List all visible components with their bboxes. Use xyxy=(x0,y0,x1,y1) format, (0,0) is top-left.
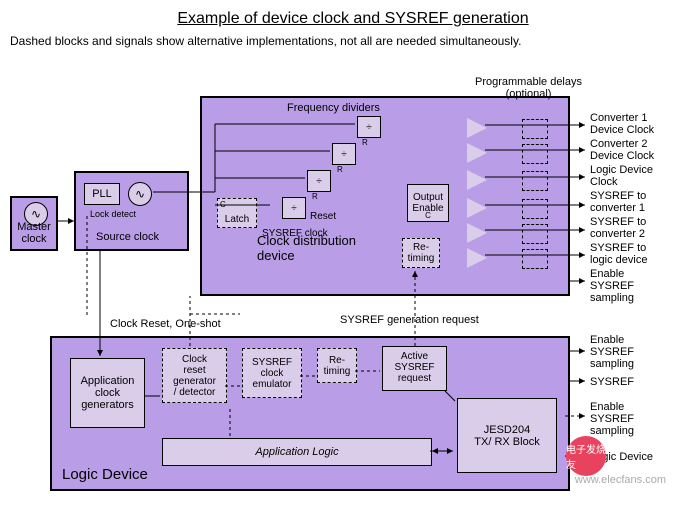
delay-box xyxy=(522,199,548,219)
output-label: Enable SYSREF sampling xyxy=(590,268,634,304)
clock-distribution-block: Clock distribution device Frequency divi… xyxy=(200,96,570,296)
clock-reset-signal-label: Clock Reset, One-shot xyxy=(110,318,221,330)
master-clock-label: Master clock xyxy=(17,221,51,245)
pll-block: PLL xyxy=(84,183,120,205)
divider-box: ÷ xyxy=(282,197,306,219)
divider-box: ÷ xyxy=(332,143,356,165)
page-subtitle: Dashed blocks and signals show alternati… xyxy=(10,34,686,48)
divider-box: ÷ xyxy=(307,170,331,192)
jesd-block: JESD204 TX/ RX Block xyxy=(457,398,557,473)
buffer-icon xyxy=(467,248,487,268)
output-label: SYSREF to converter 2 xyxy=(590,216,646,240)
logic-device-title: Logic Device xyxy=(62,466,148,483)
delay-box xyxy=(522,119,548,139)
delay-box xyxy=(522,144,548,164)
osc-icon: ∿ xyxy=(128,182,152,206)
buffer-icon xyxy=(467,198,487,218)
latch-block: Latch C xyxy=(217,198,257,228)
r-label: R xyxy=(362,138,368,147)
logic-output-label: Enable SYSREF sampling xyxy=(590,334,634,370)
delay-box xyxy=(522,224,548,244)
lock-detect-label: Lock detect xyxy=(90,209,136,219)
source-clock-block: PLL ∿ Lock detect Source clock xyxy=(74,171,189,251)
logic-device-block: Logic Device Application clock generator… xyxy=(50,336,570,491)
delay-box xyxy=(522,249,548,269)
app-logic-block: Application Logic xyxy=(162,438,432,466)
retiming-block: Re- timing xyxy=(402,238,440,268)
output-label: SYSREF to logic device xyxy=(590,242,647,266)
sysref-clock-label: SYSREF clock xyxy=(262,228,328,239)
output-label: SYSREF to converter 1 xyxy=(590,190,646,214)
logic-output-label: SYSREF xyxy=(590,376,634,388)
freq-dividers-label: Frequency dividers xyxy=(287,102,380,114)
output-label: Converter 1 Device Clock xyxy=(590,112,654,136)
c-label: C xyxy=(425,211,431,220)
clock-reset-gen-block: Clock reset generator / detector xyxy=(162,348,227,403)
buffer-icon xyxy=(467,118,487,138)
buffer-icon xyxy=(467,223,487,243)
watermark-circle: 电子发烧友 xyxy=(566,436,606,476)
divider-box: ÷ xyxy=(357,116,381,138)
active-sysref-block: Active SYSREF request xyxy=(382,346,447,391)
buffer-icon xyxy=(467,143,487,163)
sysref-emulator-block: SYSREF clock emulator xyxy=(242,348,302,398)
sysref-request-label: SYSREF generation request xyxy=(340,314,479,326)
output-label: Logic Device Clock xyxy=(590,164,653,188)
latch-label: Latch xyxy=(225,214,249,225)
page-title: Example of device clock and SYSREF gener… xyxy=(10,10,686,28)
source-clock-label: Source clock xyxy=(96,231,159,243)
buffer-icon xyxy=(467,170,487,190)
r-label: R xyxy=(312,192,318,201)
prog-delays-label: Programmable delays (optional) xyxy=(475,76,582,100)
reset-label: Reset xyxy=(310,211,336,222)
delay-box xyxy=(522,171,548,191)
output-label: Converter 2 Device Clock xyxy=(590,138,654,162)
r-label: R xyxy=(337,165,343,174)
logic-output-label: Enable SYSREF sampling xyxy=(590,401,634,437)
watermark-text: www.elecfans.com xyxy=(575,474,666,486)
output-enable-block: Output Enable C xyxy=(407,184,449,222)
app-clock-gen-block: Application clock generators xyxy=(70,358,145,428)
master-clock-block: ∿ Master clock xyxy=(10,196,58,251)
diagram-container: ∿ Master clock PLL ∿ Lock detect Source … xyxy=(10,56,676,496)
retiming-block-logic: Re- timing xyxy=(317,348,357,383)
